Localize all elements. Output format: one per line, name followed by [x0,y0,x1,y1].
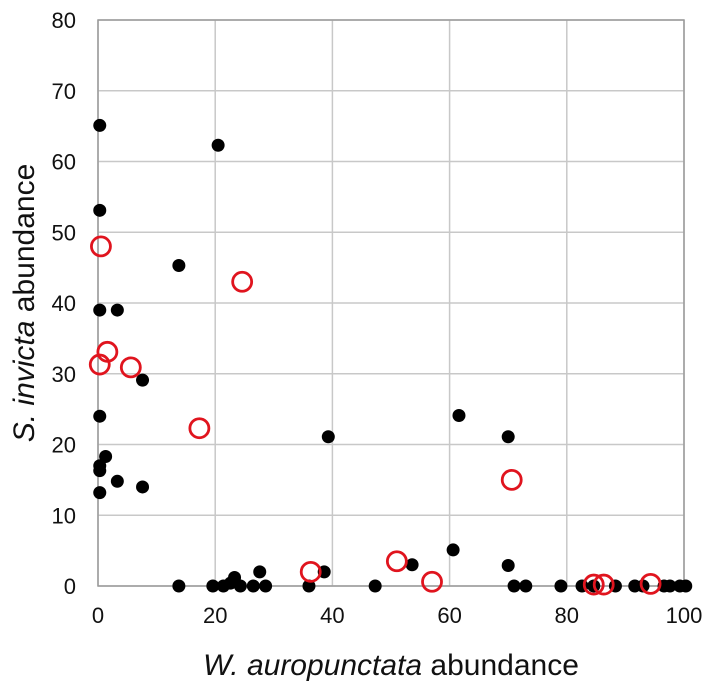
data-point-filled [136,480,150,494]
data-point-filled [507,579,521,593]
gridlines [97,19,685,587]
data-point-filled [93,464,107,478]
data-point-filled [636,579,650,593]
x-axis-title-rest: abundance [422,649,579,682]
data-point-open [385,550,408,573]
y-axis-title: S. invicta abundance [8,164,41,443]
y-tick-label: 60 [52,150,76,175]
y-tick-label: 30 [52,362,76,387]
data-point-open [582,573,605,596]
data-point-filled [110,303,124,317]
data-points [88,118,693,596]
data-point-filled [519,579,533,593]
x-tick-label: 80 [555,603,579,628]
data-point-filled [302,579,316,593]
data-point-filled [501,430,515,444]
data-point-filled [206,579,220,593]
y-axis-title-rest: abundance [8,164,41,321]
data-point-filled [246,579,260,593]
data-point-filled [172,579,186,593]
data-point-filled [136,373,150,387]
data-point-filled [679,579,693,593]
data-point-open [299,560,322,583]
data-point-filled [99,450,113,464]
data-point-filled [93,409,107,423]
y-tick-label: 40 [52,291,76,316]
data-point-open [500,468,523,491]
x-tick-label: 20 [203,603,227,628]
data-point-open [421,570,443,593]
data-point-open [90,235,112,258]
y-tick-label: 70 [52,79,76,104]
y-axis-title-italic: S. invicta [8,321,41,443]
data-point-filled [554,579,568,593]
data-point-filled [663,579,677,593]
y-tick-label: 10 [52,503,76,528]
data-point-filled [253,565,267,579]
data-point-open [119,356,142,379]
data-point-open [188,417,211,440]
data-point-filled [446,543,460,557]
data-point-filled [452,408,466,422]
x-tick-label: 40 [320,603,344,628]
y-tick-label: 20 [52,433,76,458]
data-point-filled [172,259,186,273]
x-tick-label: 60 [437,603,461,628]
y-tick-label: 0 [64,574,76,599]
y-tick-label: 50 [52,220,76,245]
data-point-filled [93,303,107,317]
data-point-open [231,270,254,293]
x-tick-label: 100 [666,603,703,628]
x-axis-title: W. auropunctata abundance [203,649,579,682]
x-axis-title-italic: W. auropunctata [203,649,422,682]
data-point-filled [501,558,515,572]
data-point-filled [321,430,335,444]
data-point-open [592,573,615,596]
data-point-filled [405,558,419,572]
y-tick-label: 80 [52,8,76,33]
data-point-filled [93,203,107,217]
data-point-filled [259,579,273,593]
data-point-open [639,572,662,595]
data-point-filled [211,138,225,152]
plot-frame [97,19,685,587]
data-point-filled [93,118,107,132]
data-point-filled [93,486,107,500]
data-point-filled [368,579,382,593]
data-point-filled [233,579,247,593]
data-point-filled [110,474,124,488]
x-tick-label: 0 [92,603,104,628]
data-point-open [96,340,119,363]
tick-labels: 0 20 40 60 80 100 0 10 20 30 40 50 60 70 80 [52,8,703,628]
